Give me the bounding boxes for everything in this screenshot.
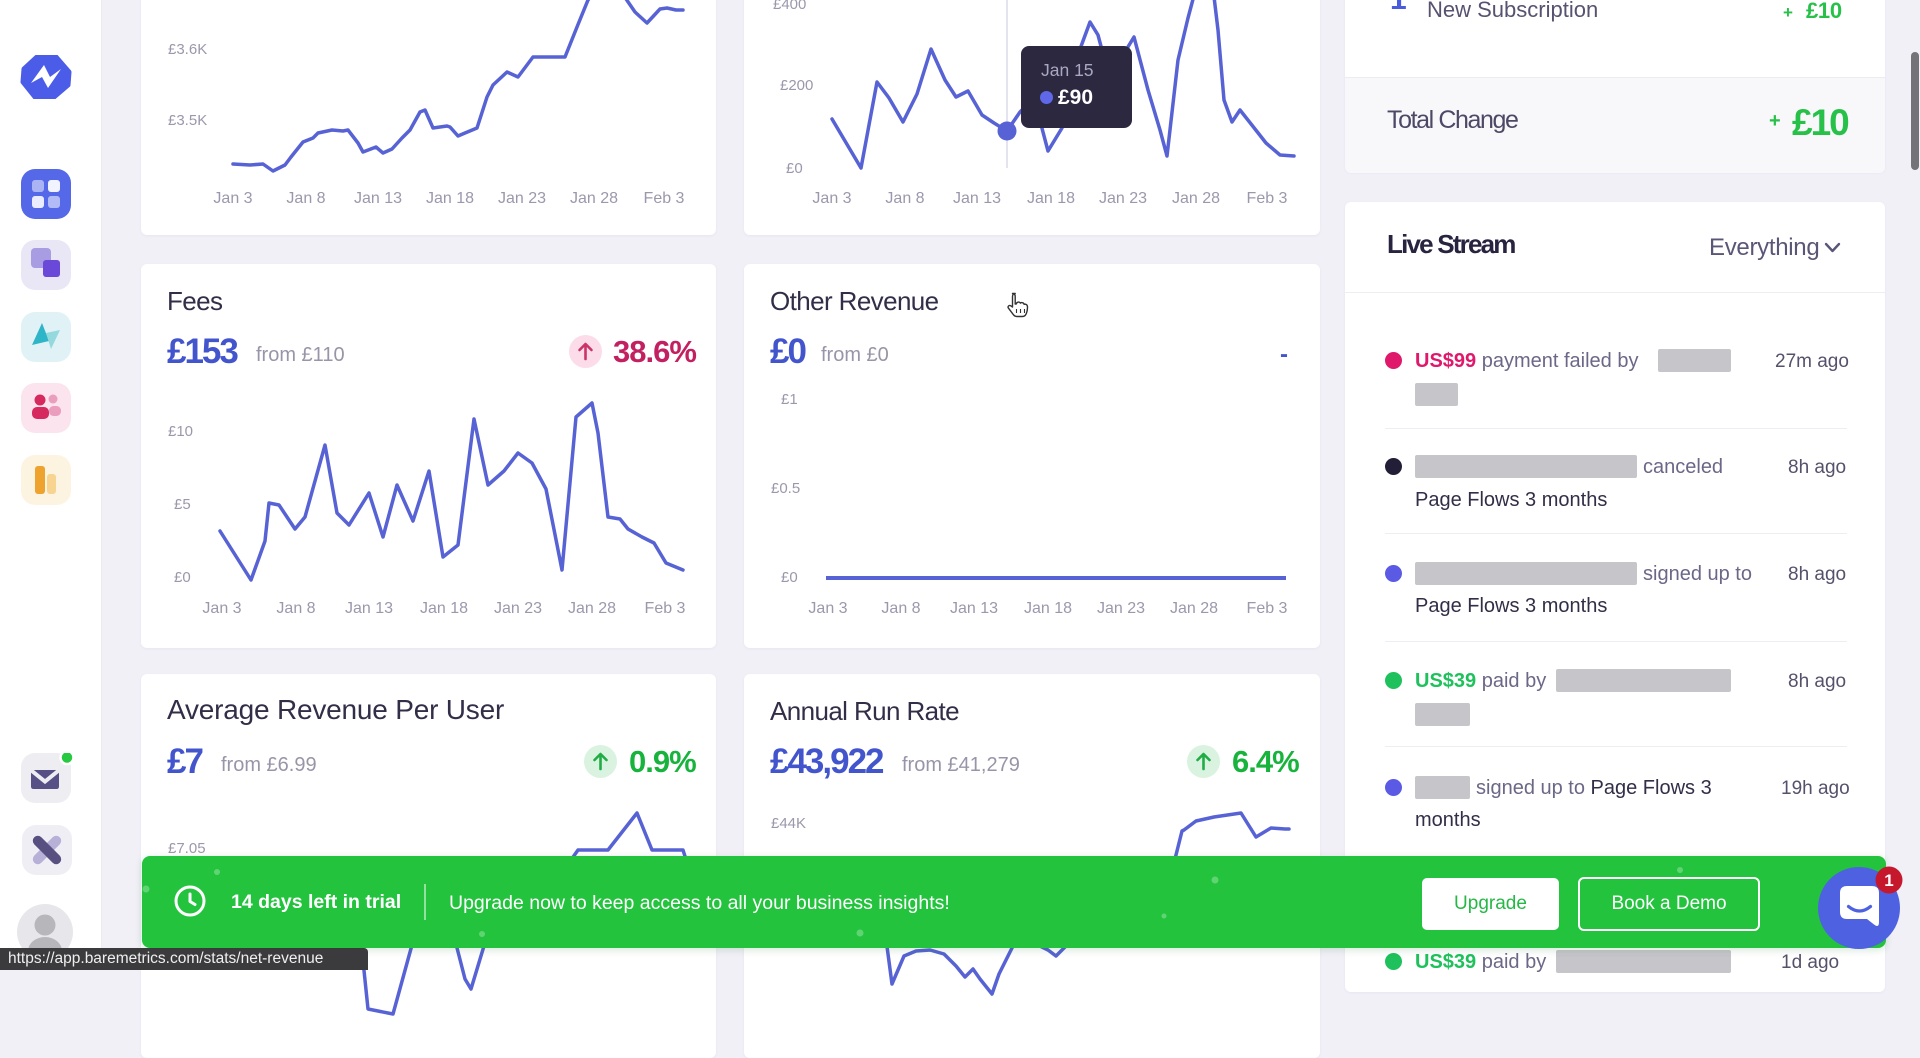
svg-text:1: 1	[1884, 871, 1893, 890]
